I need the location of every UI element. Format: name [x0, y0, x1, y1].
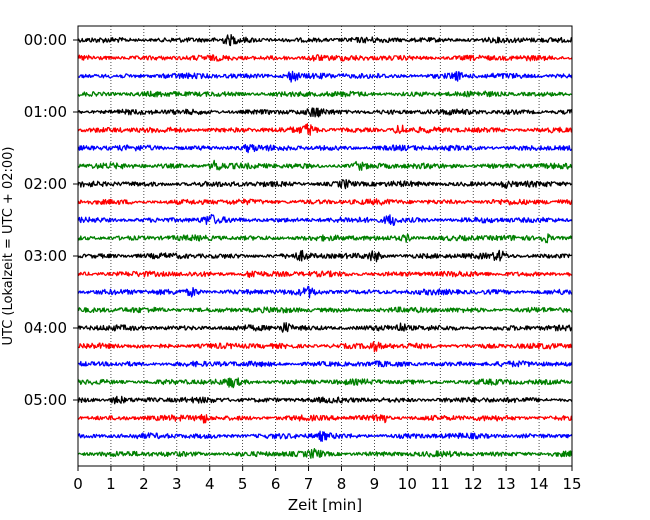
seismogram-trace: [77, 107, 573, 118]
seismogram-trace: [77, 360, 573, 368]
seismogram-trace: [77, 70, 573, 83]
seismogram-trace: [77, 395, 573, 405]
x-axis-label: Zeit [min]: [288, 496, 362, 514]
plot-frame: [77, 25, 573, 467]
seismogram-trace: [77, 270, 573, 278]
seismogram-trace: [77, 213, 573, 226]
trace-group: [77, 34, 573, 459]
grid-lines: [110, 26, 540, 466]
x-tick-label: 15: [562, 475, 581, 493]
x-tick-label: 9: [370, 475, 380, 493]
seismogram-trace: [77, 159, 573, 171]
x-tick-label: 12: [464, 475, 483, 493]
seismogram-trace: [77, 249, 573, 263]
x-tick-label: 4: [205, 475, 215, 493]
x-tick-label: 8: [337, 475, 347, 493]
seismogram-trace: [77, 322, 573, 333]
seismogram-trace: [77, 179, 573, 190]
y-tick-label: 01:00: [24, 103, 67, 121]
seismogram-trace: [77, 341, 573, 353]
y-tick-label: 03:00: [24, 247, 67, 265]
seismogram-trace: [77, 34, 573, 47]
seismogram-trace: [77, 377, 573, 389]
seismogram-trace: [77, 430, 573, 442]
seismogram-trace: [77, 413, 573, 424]
y-tick-label: 02:00: [24, 175, 67, 193]
x-axis-ticks: 0 1 2 3 4 5 6 7 8 9 10 11 12 13 14 15: [73, 466, 582, 493]
seismogram-trace: [77, 90, 573, 98]
y-tick-label: 05:00: [24, 391, 67, 409]
x-tick-label: 2: [139, 475, 149, 493]
y-axis-label: UTC (Lokalzeit = UTC + 02:00): [1, 147, 16, 346]
x-tick-label: 7: [304, 475, 314, 493]
x-tick-label: 1: [106, 475, 116, 493]
seismogram-trace: [77, 233, 573, 244]
y-axis-ticks: 00:00 01:00 02:00 03:00 04:00 05:00: [24, 31, 78, 409]
x-tick-label: 3: [172, 475, 182, 493]
seismogram-trace: [77, 306, 573, 314]
x-tick-label: 13: [497, 475, 516, 493]
seismogram-trace: [77, 54, 573, 62]
x-tick-label: 11: [431, 475, 450, 493]
y-tick-label: 00:00: [24, 31, 67, 49]
seismogram-trace: [77, 143, 573, 154]
y-tick-label: 04:00: [24, 319, 67, 337]
seismogram-trace: [77, 447, 573, 459]
x-tick-label: 10: [398, 475, 417, 493]
x-tick-label: 14: [530, 475, 549, 493]
seismogram-trace: [77, 285, 573, 299]
x-tick-label: 5: [238, 475, 248, 493]
seismogram-trace: [77, 198, 573, 206]
x-tick-label: 6: [271, 475, 281, 493]
seismogram-trace: [77, 123, 573, 136]
x-tick-label: 0: [73, 475, 83, 493]
